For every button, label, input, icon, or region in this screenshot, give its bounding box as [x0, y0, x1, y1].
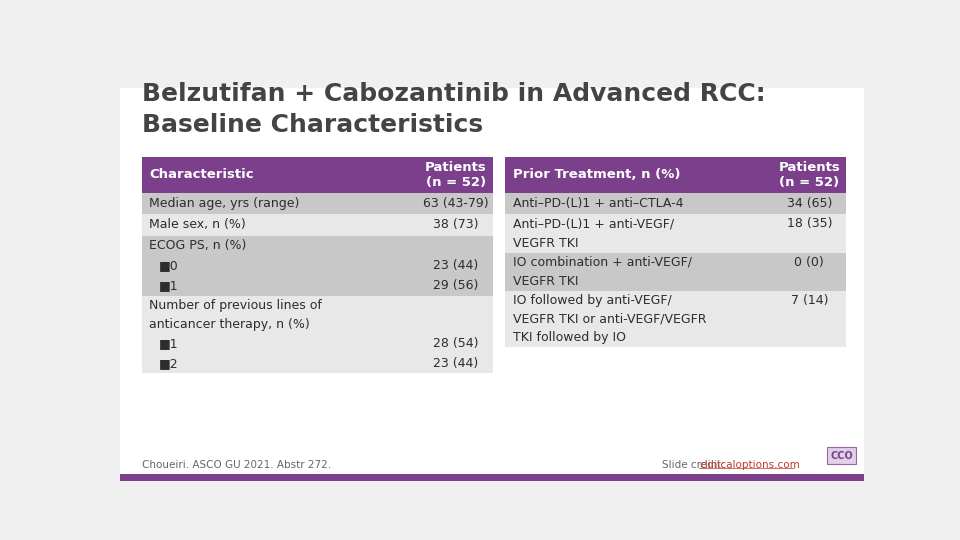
Text: Anti–PD-(L)1 + anti–CTLA-4: Anti–PD-(L)1 + anti–CTLA-4 — [513, 197, 684, 210]
Text: anticancer therapy, n (%): anticancer therapy, n (%) — [150, 318, 310, 331]
Text: Male sex, n (%): Male sex, n (%) — [150, 219, 246, 232]
Text: 38 (73): 38 (73) — [433, 219, 479, 232]
Bar — [827, 448, 856, 464]
Bar — [505, 193, 846, 214]
Bar — [142, 193, 492, 214]
Text: Number of previous lines of: Number of previous lines of — [150, 299, 323, 312]
Text: CCO: CCO — [830, 451, 852, 461]
Text: Anti–PD-(L)1 + anti-VEGF/: Anti–PD-(L)1 + anti-VEGF/ — [513, 217, 674, 230]
Text: Baseline Characteristics: Baseline Characteristics — [142, 112, 483, 137]
Bar — [505, 291, 846, 347]
Text: ECOG PS, n (%): ECOG PS, n (%) — [150, 239, 247, 252]
Text: clinicaloptions.com: clinicaloptions.com — [699, 460, 800, 470]
Text: 28 (54): 28 (54) — [433, 338, 479, 350]
Bar — [142, 214, 492, 236]
Bar — [505, 214, 846, 253]
Text: 0 (0): 0 (0) — [795, 256, 825, 269]
Text: VEGFR TKI: VEGFR TKI — [513, 275, 579, 288]
Text: 23 (44): 23 (44) — [433, 357, 479, 370]
Text: 63 (43-79): 63 (43-79) — [423, 197, 489, 210]
Text: Characteristic: Characteristic — [150, 168, 254, 181]
Text: ■2: ■2 — [158, 357, 179, 370]
Text: VEGFR TKI: VEGFR TKI — [513, 237, 579, 249]
Text: Slide credit:: Slide credit: — [662, 460, 729, 470]
Text: ■1: ■1 — [158, 279, 179, 292]
Text: 7 (14): 7 (14) — [791, 294, 828, 307]
Text: VEGFR TKI or anti-VEGF/VEGFR: VEGFR TKI or anti-VEGF/VEGFR — [513, 313, 707, 326]
Text: Patients
(n = 52): Patients (n = 52) — [425, 161, 487, 189]
Text: Patients
(n = 52): Patients (n = 52) — [779, 161, 840, 189]
Text: 29 (56): 29 (56) — [433, 279, 479, 292]
Text: IO followed by anti-VEGF/: IO followed by anti-VEGF/ — [513, 294, 672, 307]
Bar — [505, 253, 846, 291]
Text: Median age, yrs (range): Median age, yrs (range) — [150, 197, 300, 210]
Text: IO combination + anti-VEGF/: IO combination + anti-VEGF/ — [513, 256, 692, 269]
Text: Belzutifan + Cabozantinib in Advanced RCC:: Belzutifan + Cabozantinib in Advanced RC… — [142, 82, 765, 106]
Text: Choueiri. ASCO GU 2021. Abstr 272.: Choueiri. ASCO GU 2021. Abstr 272. — [142, 460, 331, 470]
Bar — [142, 157, 492, 193]
Bar — [505, 157, 846, 193]
Text: 23 (44): 23 (44) — [433, 259, 479, 272]
Text: Prior Treatment, n (%): Prior Treatment, n (%) — [513, 168, 681, 181]
Text: ■1: ■1 — [158, 338, 179, 350]
Bar — [120, 475, 864, 481]
Bar — [142, 236, 492, 296]
Text: 34 (65): 34 (65) — [786, 197, 832, 210]
Text: TKI followed by IO: TKI followed by IO — [513, 331, 626, 344]
Bar — [142, 296, 492, 373]
Text: 18 (35): 18 (35) — [786, 217, 832, 230]
Text: ■0: ■0 — [158, 259, 179, 272]
